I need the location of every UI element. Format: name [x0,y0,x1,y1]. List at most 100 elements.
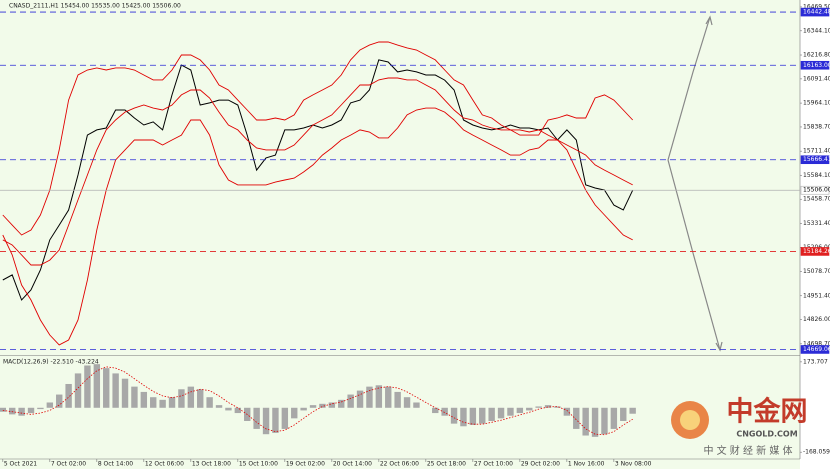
level-label-box [800,247,830,256]
axis-background [800,0,830,469]
histogram-bar [413,402,420,408]
band-line [2,41,634,236]
histogram-bar [159,399,166,408]
histogram-bar [375,385,383,408]
level-label: 16442.48 [803,9,830,16]
histogram-bar [507,407,514,416]
histogram-bar [300,407,307,411]
indicator-title: MACD(12,26,9) -22.510 -43.224 [3,359,99,366]
histogram-bar [620,407,627,421]
y-tick-label: 14826.00 [803,316,830,323]
histogram-bar [37,407,44,410]
logo-inner [680,410,700,430]
histogram-bar [338,399,345,408]
histogram-bar [234,407,242,414]
histogram-bar [112,373,119,408]
histogram-bar [281,407,289,429]
histogram-bar [610,407,618,429]
band-line [2,77,633,266]
y-tick-label: 15331.40 [803,220,830,227]
y-tick-label: 15584.10 [803,172,830,179]
histogram-bar [178,389,185,408]
signal-line [2,366,633,436]
histogram-bar [93,364,101,408]
histogram-bar [197,389,204,408]
histogram-bar [121,378,129,408]
histogram-bar [573,407,580,429]
histogram-bar [103,368,110,408]
histogram-bar [168,397,176,408]
histogram-bar [516,407,524,414]
histogram-bar [262,407,270,435]
histogram-bar [319,403,326,408]
x-tick-label: 3 Nov 08:00 [615,461,652,468]
x-tick-label: 29 Oct 02:00 [521,461,560,468]
histogram-bar [9,407,16,415]
histogram-bar [309,405,317,408]
x-tick-label: 27 Oct 10:00 [474,461,513,468]
band-line [2,107,633,346]
x-tick-label: 13 Oct 18:00 [192,461,231,468]
histogram-bar [187,386,195,408]
histogram-bar [27,407,35,414]
histogram-bar [18,407,25,416]
slogan: 中 文 财 经 新 媒 体 [703,444,792,457]
histogram-bar [140,391,148,408]
histogram-bar [328,402,336,408]
histogram-bar [46,402,54,408]
histogram-bar [225,407,232,411]
x-tick-label: 5 Oct 2021 [4,461,37,468]
histogram-bar [469,407,477,425]
level-label: 16163.00 [803,62,830,69]
histogram-bar [366,386,373,408]
histogram-bar [554,406,561,408]
histogram-bar [356,390,364,408]
histogram-bar [601,407,608,435]
histogram-bar [65,383,72,408]
histogram-bar [497,407,505,419]
chart-title: CNASD_2111,H1 15454.00 15535.00 15425.00… [9,3,181,10]
arrow-head [715,341,723,352]
level-label: 14669.06 [803,346,830,353]
watermark: 中金网 CNGOLD.COM 中 文 财 经 新 媒 体 [671,396,808,457]
x-tick-label: 20 Oct 14:00 [333,461,372,468]
y-tick-label: 15458.70 [803,196,830,203]
histogram-bar [450,407,458,424]
histogram-bar [535,406,542,408]
histogram-bar [563,407,571,416]
brand: 中金网 [727,396,808,428]
x-tick-label: 25 Oct 18:00 [427,461,466,468]
histogram-bar [441,407,448,416]
y-tick-label: 15078.70 [803,268,830,275]
histogram-bar [460,407,467,427]
y-tick-label: 14698.70 [803,340,830,347]
level-label: 15666.41 [803,156,830,163]
level-label-box [800,185,830,195]
histogram-bar [544,405,552,408]
y-tick-label: 173.707 [803,358,828,365]
projection-arrows [667,15,723,352]
histogram-bar [629,407,636,414]
y-tick-label: 16469.50 [803,3,830,10]
histogram-bar [150,397,157,408]
site: CNGOLD.COM [736,430,797,439]
level-label: 15506.00 [803,187,830,194]
x-tick-label: 1 Nov 16:00 [568,461,605,468]
arrow-down [667,159,721,351]
arrow-up [667,16,711,161]
histogram-bar [479,407,486,424]
histogram-bar [488,407,495,421]
histogram-bar [74,373,82,408]
histogram-bar [394,391,401,408]
histogram-bar [253,407,260,429]
histogram-bar [0,407,7,412]
y-tick-label: 15711.40 [803,148,830,155]
histogram-bar [272,407,279,433]
histogram-bar [291,407,298,419]
level-label-box [800,60,830,70]
y-tick-label: 15964.10 [803,100,830,107]
level-label: 15184.26 [803,248,830,255]
level-label-box [800,345,830,354]
y-tick-label: 16216.80 [803,52,830,59]
